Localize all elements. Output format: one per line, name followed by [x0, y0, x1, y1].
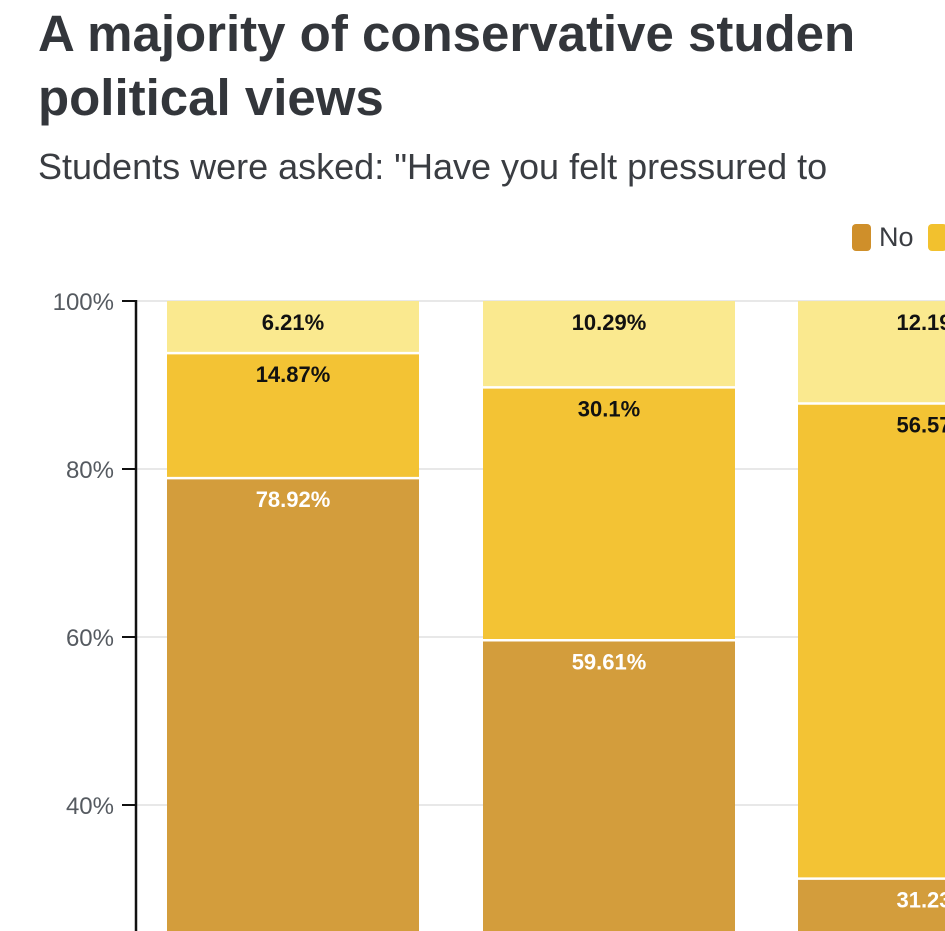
y-tick-label-80: 80%: [66, 457, 114, 484]
chart-subtitle: Students were asked: "Have you felt pres…: [38, 146, 828, 187]
bar-1-segment-middle: [167, 353, 419, 479]
bar-3-segment-middle: [798, 403, 945, 879]
chart-title-line-2: political views: [38, 69, 384, 126]
bar-2-label-no: 59.61%: [572, 649, 647, 674]
bar-3-label-middle: 56.57: [896, 412, 945, 437]
legend-label-no: No: [879, 222, 914, 252]
bar-1-label-middle: 14.87%: [256, 362, 331, 387]
legend-swatch-second: [927, 224, 945, 251]
bar-2-label-middle: 30.1%: [578, 396, 640, 421]
bar-3-label-no: 31.23: [896, 888, 945, 913]
chart-legend: No: [852, 222, 945, 253]
legend-item-second: [927, 224, 945, 251]
bar-1-label-top: 6.21%: [262, 310, 324, 335]
bar-3-segment-top: [798, 301, 945, 404]
y-tick-label-100: 100%: [53, 289, 114, 316]
bar-2-segment-top: [483, 301, 735, 388]
y-tick-label-40: 40%: [66, 793, 114, 820]
bar-1-segment-top: [167, 301, 419, 354]
chart-title: A majority of conservative studen politi…: [38, 2, 855, 130]
bar-3-segment-no: [798, 878, 945, 931]
y-tick-label-60: 60%: [66, 625, 114, 652]
legend-item-no: No: [852, 222, 914, 253]
bar-1-segment-no: [167, 478, 419, 931]
bar-3-label-top: 12.19: [896, 310, 945, 335]
bar-2-segment-no: [483, 640, 735, 931]
bar-2-segment-middle: [483, 387, 735, 641]
bar-1-label-no: 78.92%: [256, 487, 331, 512]
bar-2-label-top: 10.29%: [572, 310, 647, 335]
chart-title-line-1: A majority of conservative studen: [38, 5, 856, 62]
legend-swatch-no: [852, 224, 871, 251]
